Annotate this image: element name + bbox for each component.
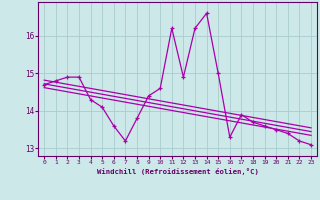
X-axis label: Windchill (Refroidissement éolien,°C): Windchill (Refroidissement éolien,°C) [97, 168, 259, 175]
